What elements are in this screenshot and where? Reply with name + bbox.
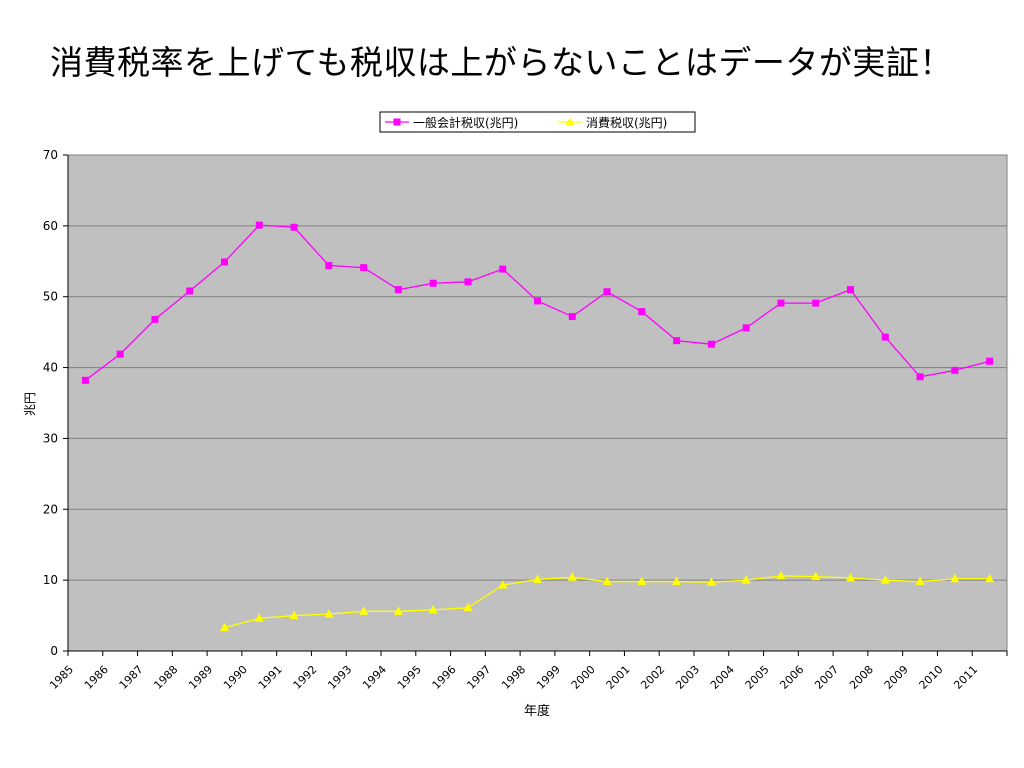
y-tick-label: 70 [43, 148, 58, 162]
x-tick-label: 1998 [499, 663, 528, 692]
data-point-general-tax [116, 350, 124, 358]
data-point-general-tax [325, 262, 333, 270]
data-point-general-tax [290, 223, 298, 231]
y-axis-label: 兆円 [23, 392, 37, 416]
data-point-consumption-tax [359, 606, 369, 615]
data-point-general-tax [151, 315, 159, 323]
data-point-consumption-tax [393, 606, 403, 615]
data-point-consumption-tax [463, 602, 473, 612]
data-point-general-tax [186, 287, 194, 295]
data-point-consumption-tax [776, 570, 786, 580]
data-point-general-tax [777, 299, 785, 307]
data-point-general-tax [916, 373, 924, 381]
data-point-general-tax [360, 264, 368, 272]
data-point-general-tax [499, 265, 507, 273]
x-tick-label: 2005 [743, 663, 772, 692]
y-tick-label: 60 [43, 219, 58, 233]
x-tick-label: 2007 [812, 663, 841, 692]
series-layer [81, 221, 995, 632]
x-tick-label: 2003 [673, 663, 702, 692]
x-tick-label: 2006 [777, 663, 806, 692]
data-point-general-tax [847, 286, 854, 294]
data-point-general-tax [534, 297, 541, 305]
y-tick-label: 40 [43, 361, 58, 375]
y-tick-label: 20 [43, 502, 58, 516]
data-point-general-tax [429, 279, 437, 287]
data-point-general-tax [394, 286, 402, 294]
data-point-general-tax [986, 357, 994, 365]
data-point-general-tax [881, 333, 889, 341]
plot-area [68, 155, 1007, 651]
data-point-consumption-tax [915, 576, 925, 586]
data-point-general-tax [603, 288, 611, 296]
x-tick-label: 1987 [117, 663, 146, 692]
data-point-general-tax [707, 340, 715, 348]
legend-label-general-tax: 一般会計税収(兆円) [413, 115, 518, 130]
data-point-consumption-tax [498, 580, 508, 589]
data-point-consumption-tax [706, 577, 716, 586]
data-point-consumption-tax [950, 573, 960, 583]
x-tick-label: 2008 [847, 663, 876, 692]
data-point-consumption-tax [985, 573, 995, 583]
data-point-consumption-tax [672, 576, 682, 586]
legend-box [379, 111, 696, 133]
data-point-consumption-tax [846, 573, 855, 582]
data-point-consumption-tax [637, 576, 647, 586]
x-tick-label: 1990 [221, 663, 250, 692]
x-tick-label: 1985 [47, 663, 76, 692]
y-tick-label: 0 [50, 644, 58, 658]
data-point-general-tax [221, 258, 228, 266]
x-tick-label: 1994 [360, 663, 389, 692]
y-tick-label: 50 [43, 290, 58, 304]
data-point-general-tax [568, 313, 576, 321]
data-point-consumption-tax [254, 613, 264, 622]
data-point-consumption-tax [741, 575, 751, 584]
x-tick-label: 1996 [430, 663, 459, 692]
legend-label-consumption-tax: 消費税収(兆円) [586, 115, 667, 130]
data-point-consumption-tax [220, 622, 229, 632]
data-point-general-tax [255, 221, 263, 229]
data-point-general-tax [638, 308, 646, 316]
x-tick-label: 1995 [395, 663, 424, 692]
x-tick-label: 1986 [82, 663, 111, 692]
x-tick-label: 2004 [708, 663, 737, 692]
y-tick-label: 10 [43, 573, 58, 587]
x-tick-label: 2000 [569, 663, 598, 692]
data-point-consumption-tax [567, 572, 577, 581]
data-point-general-tax [81, 376, 89, 384]
x-tick-label: 1993 [325, 663, 354, 692]
data-point-consumption-tax [880, 575, 890, 584]
data-point-general-tax [951, 366, 959, 374]
data-point-consumption-tax [428, 604, 438, 614]
data-point-consumption-tax [324, 609, 334, 618]
x-tick-label: 2002 [638, 663, 667, 692]
x-tick-label: 2010 [917, 663, 946, 692]
x-tick-label: 1997 [464, 663, 493, 692]
x-tick-label: 2001 [604, 663, 633, 692]
legend: 一般会計税収(兆円) 消費税収(兆円) [379, 111, 696, 133]
legend-marker-consumption-tax [565, 117, 575, 126]
x-tick-label: 2011 [951, 663, 980, 692]
x-axis-label: 年度 [524, 703, 550, 719]
x-tick-label: 1992 [291, 663, 320, 692]
plot-background [68, 155, 1007, 651]
data-point-general-tax [812, 299, 820, 307]
data-point-consumption-tax [602, 576, 612, 586]
x-tick-label: 1991 [256, 663, 285, 692]
x-tick-label: 1989 [186, 663, 215, 692]
x-tick-label: 1999 [534, 663, 563, 692]
x-tick-label: 1988 [151, 663, 180, 692]
data-point-consumption-tax [811, 571, 821, 581]
slide-title: 消費税率を上げても税収は上がらないことはデータが実証！ [50, 43, 953, 82]
y-tick-label: 30 [43, 431, 58, 445]
data-point-general-tax [673, 337, 681, 345]
data-point-consumption-tax [533, 574, 542, 583]
data-point-consumption-tax [289, 610, 299, 620]
x-tick-label: 2009 [882, 663, 911, 692]
data-point-general-tax [742, 324, 750, 332]
data-point-general-tax [464, 278, 472, 286]
legend-marker-general-tax [393, 118, 401, 126]
